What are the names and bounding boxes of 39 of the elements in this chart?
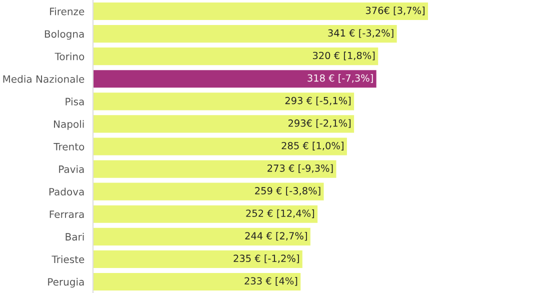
data-label: 244 € [2,7%] bbox=[245, 232, 307, 241]
y-tick-label: Pavia bbox=[59, 165, 84, 173]
data-label: 318 € [-7,3%] bbox=[308, 74, 373, 83]
bar bbox=[93, 138, 347, 156]
bar bbox=[93, 2, 428, 20]
data-label: 259 € [-3,8%] bbox=[255, 186, 320, 196]
data-label: 273 € [-9,3%] bbox=[268, 164, 333, 174]
y-tick-label: Pisa bbox=[66, 98, 84, 106]
bar bbox=[93, 160, 336, 178]
bar bbox=[93, 205, 318, 223]
y-tick-label: Napoli bbox=[54, 120, 84, 130]
bar bbox=[93, 228, 310, 246]
y-tick-label: Bari bbox=[66, 232, 84, 241]
bar bbox=[93, 70, 376, 88]
y-tick-label: Media Nazionale bbox=[3, 75, 84, 83]
y-tick-label: Perugia bbox=[48, 278, 84, 288]
bar bbox=[93, 115, 354, 133]
y-tick-label: Padova bbox=[49, 188, 84, 196]
y-tick-label: Torino bbox=[54, 52, 84, 60]
bar bbox=[93, 272, 301, 291]
data-label: 252 € [12,4%] bbox=[246, 209, 314, 218]
data-label: 293 € [-5,1%] bbox=[285, 96, 351, 106]
bar bbox=[93, 92, 354, 110]
data-label: 235 € [-1,2%] bbox=[234, 254, 299, 264]
data-label: 320 € [1,8%] bbox=[312, 52, 375, 60]
y-tick-label: Ferrara bbox=[50, 210, 84, 218]
data-label: 376€ [3,7%] bbox=[366, 6, 424, 16]
data-label: 285 € [1,0%] bbox=[282, 142, 344, 150]
y-tick-label: Firenze bbox=[50, 7, 84, 16]
y-tick-label: Trento bbox=[54, 143, 84, 150]
bar bbox=[93, 25, 397, 43]
bar bbox=[93, 250, 302, 268]
data-label: 293€ [-2,1%] bbox=[288, 119, 351, 128]
data-label: 341 € [-3,2%] bbox=[328, 29, 394, 38]
data-label: 233 € [4%] bbox=[244, 277, 298, 286]
bar bbox=[93, 48, 378, 66]
bar bbox=[93, 182, 324, 200]
y-tick-label: Trieste bbox=[52, 255, 84, 264]
y-tick-label: Bologna bbox=[44, 30, 84, 40]
